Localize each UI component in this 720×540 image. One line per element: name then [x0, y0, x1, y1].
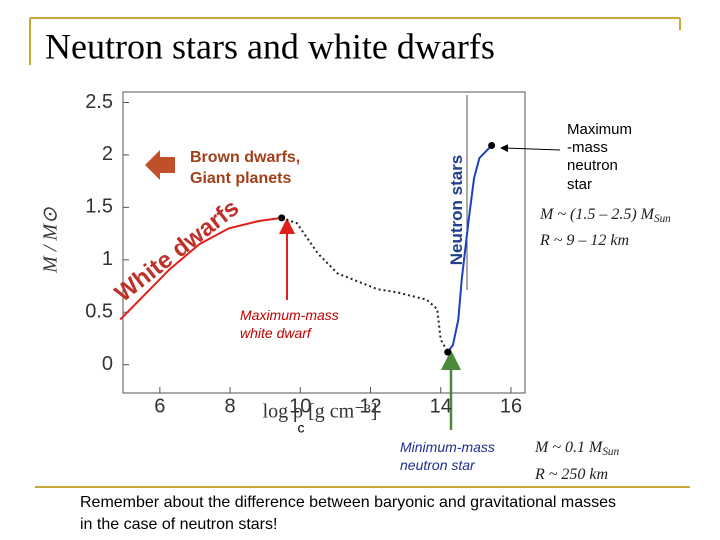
annotation-text: M ~ 0.1 M: [534, 439, 604, 456]
annotation-sub: Sun: [602, 446, 619, 458]
annotation: Maximum: [567, 121, 632, 138]
annotation: R ~ 9 – 12 km: [539, 232, 629, 249]
annotation-text: star: [567, 176, 592, 193]
marker: [278, 214, 286, 222]
annotation: Giant planets: [190, 170, 291, 187]
annotation-text: neutron: [567, 157, 618, 174]
annotation: Minimum-mass: [400, 439, 495, 455]
annotation-text: R ~ 9 – 12 km: [539, 232, 629, 249]
footnote: Remember about the difference between ba…: [80, 494, 616, 511]
annotation: Brown dwarfs,: [190, 149, 300, 166]
annotation-text: white dwarf: [240, 325, 313, 341]
curve: [446, 144, 493, 353]
annotation-text: Brown dwarfs,: [190, 149, 300, 166]
annotation-text: Neutron stars: [447, 155, 466, 266]
slide-decor: [29, 17, 690, 488]
y-tick-label: 0: [102, 353, 113, 375]
annotation-text: -mass: [567, 139, 608, 156]
annotation: -mass: [567, 139, 608, 156]
annotation: Maximum-mass: [240, 307, 339, 323]
annotation: M ~ (1.5 – 2.5) MSun: [539, 206, 671, 225]
x-axis-label-sub: c: [298, 420, 305, 436]
y-tick-label: 1: [102, 248, 113, 270]
x-tick-label: 8: [225, 395, 236, 417]
annotation-text: R ~ 250 km: [534, 466, 608, 483]
footnote: in the case of neutron stars!: [80, 516, 277, 533]
y-tick-label: 2: [102, 143, 113, 165]
plot-frame: [122, 91, 526, 394]
annotation-text: White dwarfs: [110, 194, 244, 307]
x-tick-label: 6: [154, 395, 165, 417]
annotation: neutron star: [400, 457, 476, 473]
y-tick-label: 2.5: [85, 91, 113, 113]
annotation: neutron: [567, 157, 618, 174]
annotation-sub: Sun: [654, 213, 671, 225]
annotation: white dwarf: [240, 325, 313, 341]
annotation: R ~ 250 km: [534, 466, 608, 483]
arrow: [500, 144, 561, 153]
annotation: M ~ 0.1 MSun: [534, 439, 620, 458]
annotation-text: neutron star: [400, 457, 476, 473]
x-tick-label: 14: [430, 395, 452, 417]
annotation-text: Maximum-mass: [240, 307, 339, 323]
annotation: Neutron stars: [447, 155, 466, 266]
y-tick-label: 0.5: [85, 301, 113, 323]
x-tick-label: 12: [359, 395, 381, 417]
x-axis-label: log ρ [g cm⁻³]: [263, 401, 378, 423]
marker: [444, 348, 452, 356]
annotation: White dwarfs: [110, 194, 244, 307]
annotation-text: M ~ (1.5 – 2.5) M: [539, 206, 656, 223]
x-tick-label: 10: [289, 395, 311, 417]
slide-title: Neutron stars and white dwarfs: [45, 26, 495, 66]
annotation-text: Maximum: [567, 121, 632, 138]
annotation-text: Giant planets: [190, 170, 291, 187]
curve: [119, 216, 282, 321]
annotation: star: [567, 176, 592, 193]
y-axis-label: M / M⊙: [40, 207, 62, 274]
annotation-text: Minimum-mass: [400, 439, 495, 455]
marker: [488, 141, 496, 149]
arrow-left: [145, 150, 175, 180]
y-tick-label: 1.5: [85, 196, 113, 218]
x-tick-label: 16: [500, 395, 522, 417]
